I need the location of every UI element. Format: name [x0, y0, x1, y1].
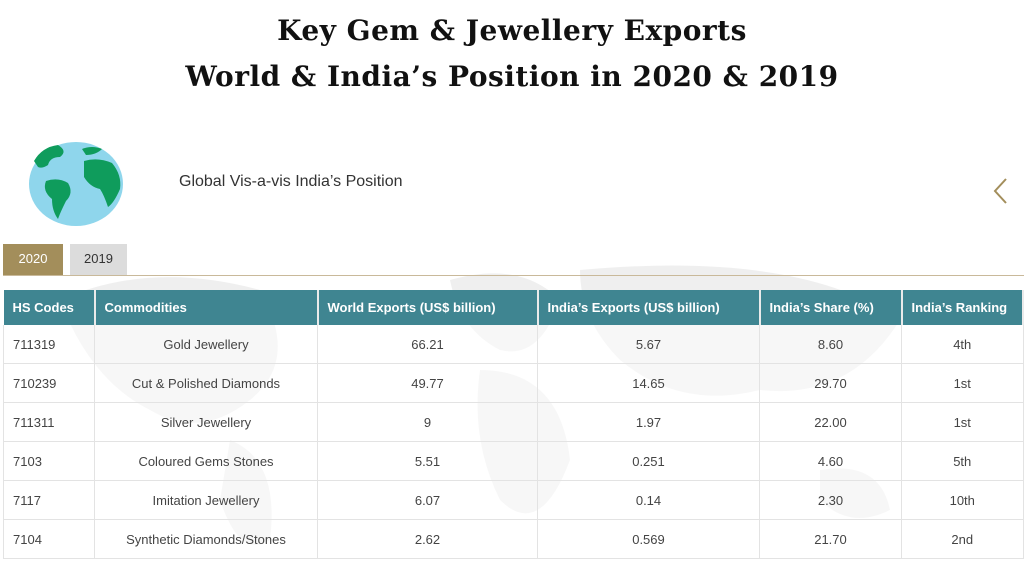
- cell-hs-code: 711311: [3, 402, 95, 442]
- table-row: 7117 Imitation Jewellery 6.07 0.14 2.30 10th: [3, 480, 1024, 520]
- table-row: 7104 Synthetic Diamonds/Stones 2.62 0.569 21…: [3, 519, 1024, 559]
- header-hs-codes: HS Codes: [3, 290, 96, 325]
- cell-india-exports: 0.14: [537, 480, 760, 520]
- cell-commodity: Gold Jewellery: [94, 325, 318, 364]
- globe-icon: [29, 142, 123, 226]
- cell-india-ranking: 5th: [901, 441, 1024, 481]
- cell-world-exports: 66.21: [317, 325, 538, 364]
- cell-india-ranking: 1st: [901, 402, 1024, 442]
- cell-commodity: Cut & Polished Diamonds: [94, 363, 318, 403]
- table-row: 711311 Silver Jewellery 9 1.97 22.00 1st: [3, 402, 1024, 442]
- header-india-exports: India’s Exports (US$ billion): [537, 290, 761, 325]
- cell-world-exports: 9: [317, 402, 538, 442]
- table-header-row: HS Codes Commodities World Exports (US$ …: [3, 290, 1024, 325]
- header-india-share: India’s Share (%): [759, 290, 903, 325]
- cell-india-share: 2.30: [759, 480, 902, 520]
- cell-hs-code: 7103: [3, 441, 95, 481]
- cell-india-ranking: 4th: [901, 325, 1024, 364]
- cell-india-exports: 14.65: [537, 363, 760, 403]
- cell-india-exports: 1.97: [537, 402, 760, 442]
- cell-india-share: 8.60: [759, 325, 902, 364]
- tab-2020[interactable]: 2020: [3, 244, 63, 275]
- cell-hs-code: 7104: [3, 519, 95, 559]
- page-title-line1: Key Gem & Jewellery Exports: [277, 14, 747, 47]
- cell-world-exports: 49.77: [317, 363, 538, 403]
- cell-world-exports: 2.62: [317, 519, 538, 559]
- cell-india-share: 21.70: [759, 519, 902, 559]
- cell-india-exports: 5.67: [537, 325, 760, 364]
- cell-india-share: 22.00: [759, 402, 902, 442]
- cell-india-exports: 0.251: [537, 441, 760, 481]
- cell-hs-code: 7117: [3, 480, 95, 520]
- header-commodities: Commodities: [94, 290, 319, 325]
- page-title-line2: World & India’s Position in 2020 & 2019: [185, 60, 839, 93]
- tab-2019[interactable]: 2019: [70, 244, 127, 275]
- exports-table: HS Codes Commodities World Exports (US$ …: [3, 290, 1024, 559]
- cell-commodity: Imitation Jewellery: [94, 480, 318, 520]
- cell-commodity: Coloured Gems Stones: [94, 441, 318, 481]
- cell-india-ranking: 1st: [901, 363, 1024, 403]
- table-row: 7103 Coloured Gems Stones 5.51 0.251 4.60 5th: [3, 441, 1024, 481]
- cell-world-exports: 6.07: [317, 480, 538, 520]
- header-world-exports: World Exports (US$ billion): [317, 290, 539, 325]
- cell-hs-code: 710239: [3, 363, 95, 403]
- cell-hs-code: 711319: [3, 325, 95, 364]
- cell-india-share: 29.70: [759, 363, 902, 403]
- cell-commodity: Synthetic Diamonds/Stones: [94, 519, 318, 559]
- cell-india-share: 4.60: [759, 441, 902, 481]
- cell-india-ranking: 2nd: [901, 519, 1024, 559]
- cell-commodity: Silver Jewellery: [94, 402, 318, 442]
- cell-world-exports: 5.51: [317, 441, 538, 481]
- cell-india-exports: 0.569: [537, 519, 760, 559]
- chevron-left-icon[interactable]: [990, 176, 1012, 206]
- cell-india-ranking: 10th: [901, 480, 1024, 520]
- table-row: 711319 Gold Jewellery 66.21 5.67 8.60 4th: [3, 325, 1024, 364]
- tab-divider: [3, 275, 1024, 276]
- section-title: Global Vis-a-vis India’s Position: [179, 173, 403, 190]
- table-row: 710239 Cut & Polished Diamonds 49.77 14.65 2…: [3, 363, 1024, 403]
- header-india-ranking: India’s Ranking: [901, 290, 1024, 325]
